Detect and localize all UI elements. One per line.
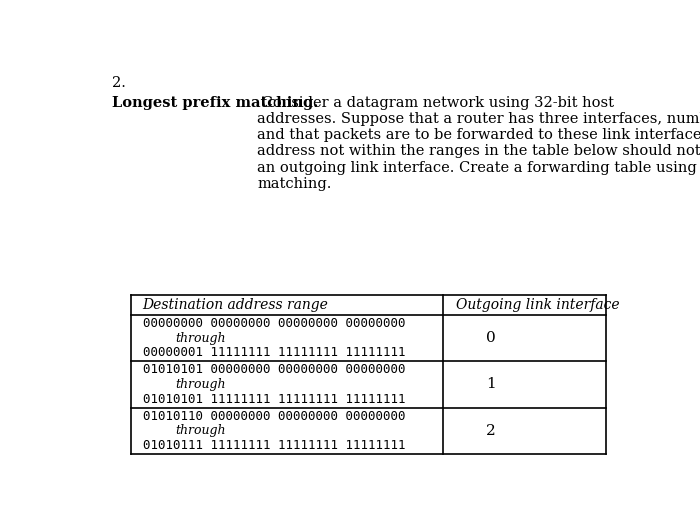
Text: 0: 0 xyxy=(486,331,496,345)
Text: 1: 1 xyxy=(486,377,496,391)
Text: Destination address range: Destination address range xyxy=(141,298,328,312)
Text: 00000000 00000000 00000000 00000000: 00000000 00000000 00000000 00000000 xyxy=(143,317,405,330)
Text: 01010111 11111111 11111111 11111111: 01010111 11111111 11111111 11111111 xyxy=(143,439,405,452)
Text: through: through xyxy=(176,331,226,344)
Text: through: through xyxy=(176,424,226,437)
Text: 01010101 11111111 11111111 11111111: 01010101 11111111 11111111 11111111 xyxy=(143,393,405,406)
Text: 2.: 2. xyxy=(112,76,126,90)
Text: 01010101 00000000 00000000 00000000: 01010101 00000000 00000000 00000000 xyxy=(143,363,405,376)
Text: Outgoing link interface: Outgoing link interface xyxy=(456,298,620,312)
Text: Consider a datagram network using 32-bit host
addresses. Suppose that a router h: Consider a datagram network using 32-bit… xyxy=(258,96,700,191)
Text: 00000001 11111111 11111111 11111111: 00000001 11111111 11111111 11111111 xyxy=(143,346,405,359)
Text: through: through xyxy=(176,378,226,391)
Text: Longest prefix matching.: Longest prefix matching. xyxy=(112,96,318,110)
Text: 01010110 00000000 00000000 00000000: 01010110 00000000 00000000 00000000 xyxy=(143,409,405,422)
Text: 2: 2 xyxy=(486,424,496,438)
